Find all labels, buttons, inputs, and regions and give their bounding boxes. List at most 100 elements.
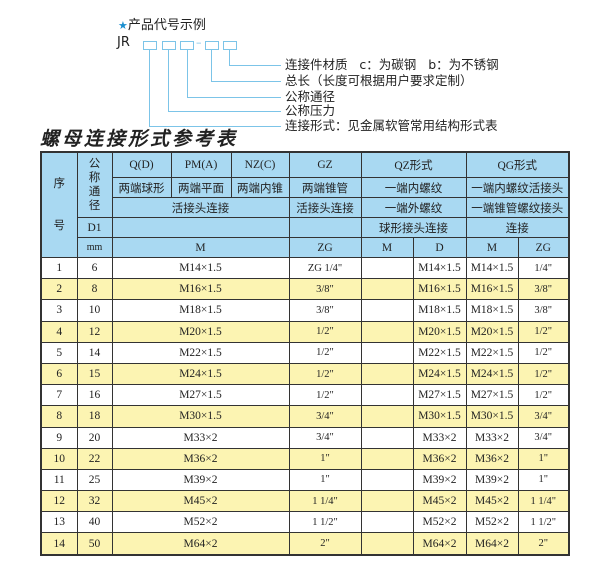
header-qg-desc3: 连接 — [465, 217, 570, 238]
header-qg-desc2: 一端锥管螺纹接头 — [465, 197, 570, 218]
cell-dn: 22 — [76, 447, 113, 470]
leader-line — [229, 65, 281, 66]
header-qd: Q(D) — [111, 151, 172, 178]
header-qz-m: M — [360, 237, 414, 258]
cell-qg-zg: 3/4" — [517, 405, 570, 428]
cell-dn: 25 — [76, 468, 113, 492]
cell-qz-d: M24×1.5 — [412, 362, 467, 386]
leader-line — [187, 50, 188, 98]
header-d1: D1 — [76, 217, 113, 238]
nut-connection-table: 序号 公称通径 Q(D) PM(A) NZ(C) GZ QZ形式 QG形式 两端… — [40, 151, 570, 556]
cell-qz-m — [360, 447, 414, 470]
cell-qz-m — [360, 468, 414, 492]
header-zg: ZG — [288, 237, 362, 258]
cell-qg-zg: 1 1/2" — [517, 511, 570, 534]
cell-qz-m — [360, 532, 414, 556]
cell-qg-zg: 1/2" — [517, 384, 570, 407]
cell-m: M36×2 — [111, 447, 290, 470]
cell-qz-d: M27×1.5 — [412, 384, 467, 407]
cell-m: M52×2 — [111, 511, 290, 534]
cell-qz-d: M39×2 — [412, 468, 467, 492]
header-seq-text: 序 — [53, 178, 66, 190]
table-row: 11 25 M39×2 1" M39×2 M39×2 1" — [40, 468, 570, 492]
code-slot-diameter — [180, 41, 194, 50]
header-qd-desc: 两端球形 — [111, 177, 172, 198]
cell-qg-zg: 1/2" — [517, 362, 570, 386]
cell-no: 3 — [40, 299, 78, 322]
header-qg-desc1: 一端内螺纹活接头 — [465, 177, 570, 198]
cell-dn: 16 — [76, 384, 113, 407]
header-empty — [111, 217, 290, 238]
header-qg-zg: ZG — [517, 237, 570, 258]
label-length: 总长（长度可根据用户要求定制） — [285, 73, 473, 88]
header-qz: QZ形式 — [360, 151, 467, 178]
table-row: 6 15 M24×1.5 1/2" M24×1.5 M24×1.5 1/2" — [40, 362, 570, 386]
code-slot-connection — [143, 41, 157, 50]
cell-dn: 14 — [76, 341, 113, 364]
header-gz-desc: 两端锥管 — [288, 177, 362, 198]
cell-m: M33×2 — [111, 426, 290, 449]
leader-line — [149, 50, 150, 127]
cell-no: 5 — [40, 341, 78, 364]
label-material: 连接件材质 c：为碳钢 b：为不锈钢 — [285, 57, 499, 72]
cell-qz-d: M20×1.5 — [412, 320, 467, 343]
cell-no: 2 — [40, 278, 78, 301]
table-row: 13 40 M52×2 1 1/2" M52×2 M52×2 1 1/2" — [40, 511, 570, 534]
header-union: 活接头连接 — [111, 197, 290, 218]
cell-zg: 3/4" — [288, 426, 362, 449]
header-pm-desc: 两端平面 — [170, 177, 232, 198]
cell-qz-m — [360, 384, 414, 407]
cell-qz-d: M64×2 — [412, 532, 467, 556]
cell-dn: 20 — [76, 426, 113, 449]
cell-qg-m: M30×1.5 — [465, 405, 519, 428]
cell-qz-d: M16×1.5 — [412, 278, 467, 301]
cell-qg-zg: 1" — [517, 468, 570, 492]
code-example-title: ★产品代号示例 — [118, 14, 206, 33]
code-example-title-text: 产品代号示例 — [127, 18, 206, 33]
cell-dn: 50 — [76, 532, 113, 556]
cell-qz-d: M22×1.5 — [412, 341, 467, 364]
table-row: 10 22 M36×2 1" M36×2 M36×2 1" — [40, 447, 570, 470]
header-nominal-text: 公称通径 — [88, 158, 101, 212]
header-nz: NZ(C) — [230, 151, 290, 178]
cell-zg: 1 1/2" — [288, 511, 362, 534]
cell-no: 6 — [40, 362, 78, 386]
cell-no: 1 — [40, 256, 78, 280]
leader-line — [168, 111, 281, 112]
leader-line — [187, 97, 281, 98]
code-prefix: JR — [117, 35, 130, 50]
cell-no: 9 — [40, 426, 78, 449]
label-diameter: 公称通径 — [285, 89, 336, 104]
header-seq-text2: 号 — [53, 220, 66, 232]
star-icon: ★ — [118, 19, 128, 32]
cell-m: M16×1.5 — [111, 278, 290, 301]
cell-m: M14×1.5 — [111, 256, 290, 280]
table-row: 9 20 M33×2 3/4" M33×2 M33×2 3/4" — [40, 426, 570, 449]
leader-line — [149, 126, 281, 127]
table-row: 2 8 M16×1.5 3/8" M16×1.5 M16×1.5 3/8" — [40, 278, 570, 301]
cell-dn: 18 — [76, 405, 113, 428]
cell-qg-zg: 1/2" — [517, 320, 570, 343]
cell-dn: 6 — [76, 256, 113, 280]
cell-m: M39×2 — [111, 468, 290, 492]
cell-m: M30×1.5 — [111, 405, 290, 428]
cell-no: 8 — [40, 405, 78, 428]
cell-dn: 12 — [76, 320, 113, 343]
cell-m: M45×2 — [111, 490, 290, 513]
cell-qz-m — [360, 299, 414, 322]
cell-zg: 1 1/4" — [288, 490, 362, 513]
cell-zg: 1" — [288, 447, 362, 470]
cell-qg-zg: 3/8" — [517, 278, 570, 301]
cell-qg-zg: 2" — [517, 532, 570, 556]
header-nz-desc: 两端内锥 — [230, 177, 290, 198]
cell-qz-d: M30×1.5 — [412, 405, 467, 428]
cell-zg: 1" — [288, 468, 362, 492]
header-qz-desc2: 一端外螺纹 — [360, 197, 467, 218]
cell-no: 7 — [40, 384, 78, 407]
cell-qz-m — [360, 490, 414, 513]
cell-no: 11 — [40, 468, 78, 492]
header-seq: 序号 — [40, 151, 78, 258]
header-m: M — [111, 237, 290, 258]
cell-qz-d: M45×2 — [412, 490, 467, 513]
header-qz-d: D — [412, 237, 467, 258]
